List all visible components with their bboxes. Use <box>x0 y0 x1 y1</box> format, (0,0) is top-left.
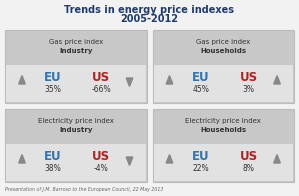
Bar <box>5 109 147 182</box>
Text: Electricity price index: Electricity price index <box>38 118 114 124</box>
Text: 3%: 3% <box>243 85 255 94</box>
Polygon shape <box>274 76 280 84</box>
Text: 38%: 38% <box>45 164 62 173</box>
Text: 2005-2012: 2005-2012 <box>120 14 179 24</box>
Text: Gas price index: Gas price index <box>49 39 103 45</box>
Bar <box>153 65 293 102</box>
Text: Trends in energy price indexes: Trends in energy price indexes <box>65 5 234 15</box>
Bar <box>6 65 146 102</box>
Text: Electricity price index: Electricity price index <box>185 118 261 124</box>
Text: -4%: -4% <box>94 164 109 173</box>
Polygon shape <box>19 155 25 163</box>
Text: EU: EU <box>44 71 62 84</box>
Text: Presentation of J.M. Barroso to the European Council, 22 May 2013: Presentation of J.M. Barroso to the Euro… <box>5 187 163 192</box>
Bar <box>6 144 146 181</box>
Text: EU: EU <box>44 150 62 163</box>
Polygon shape <box>274 155 280 163</box>
Text: Gas price index: Gas price index <box>196 39 250 45</box>
Text: EU: EU <box>192 71 209 84</box>
Polygon shape <box>166 76 173 84</box>
Polygon shape <box>19 76 25 84</box>
Bar <box>152 109 294 182</box>
Bar <box>5 30 147 103</box>
Text: Households: Households <box>200 48 246 54</box>
Text: 8%: 8% <box>243 164 255 173</box>
Text: US: US <box>92 71 110 84</box>
Text: US: US <box>240 71 258 84</box>
Text: 35%: 35% <box>45 85 62 94</box>
Text: 22%: 22% <box>192 164 209 173</box>
Polygon shape <box>166 155 173 163</box>
Polygon shape <box>126 157 133 165</box>
Text: Industry: Industry <box>59 48 92 54</box>
Text: 45%: 45% <box>192 85 209 94</box>
Text: -66%: -66% <box>91 85 111 94</box>
Text: Households: Households <box>200 127 246 133</box>
Text: US: US <box>92 150 110 163</box>
Bar <box>153 144 293 181</box>
Text: EU: EU <box>192 150 209 163</box>
Bar <box>152 30 294 103</box>
Polygon shape <box>126 78 133 86</box>
Text: US: US <box>240 150 258 163</box>
Text: Industry: Industry <box>59 127 92 133</box>
